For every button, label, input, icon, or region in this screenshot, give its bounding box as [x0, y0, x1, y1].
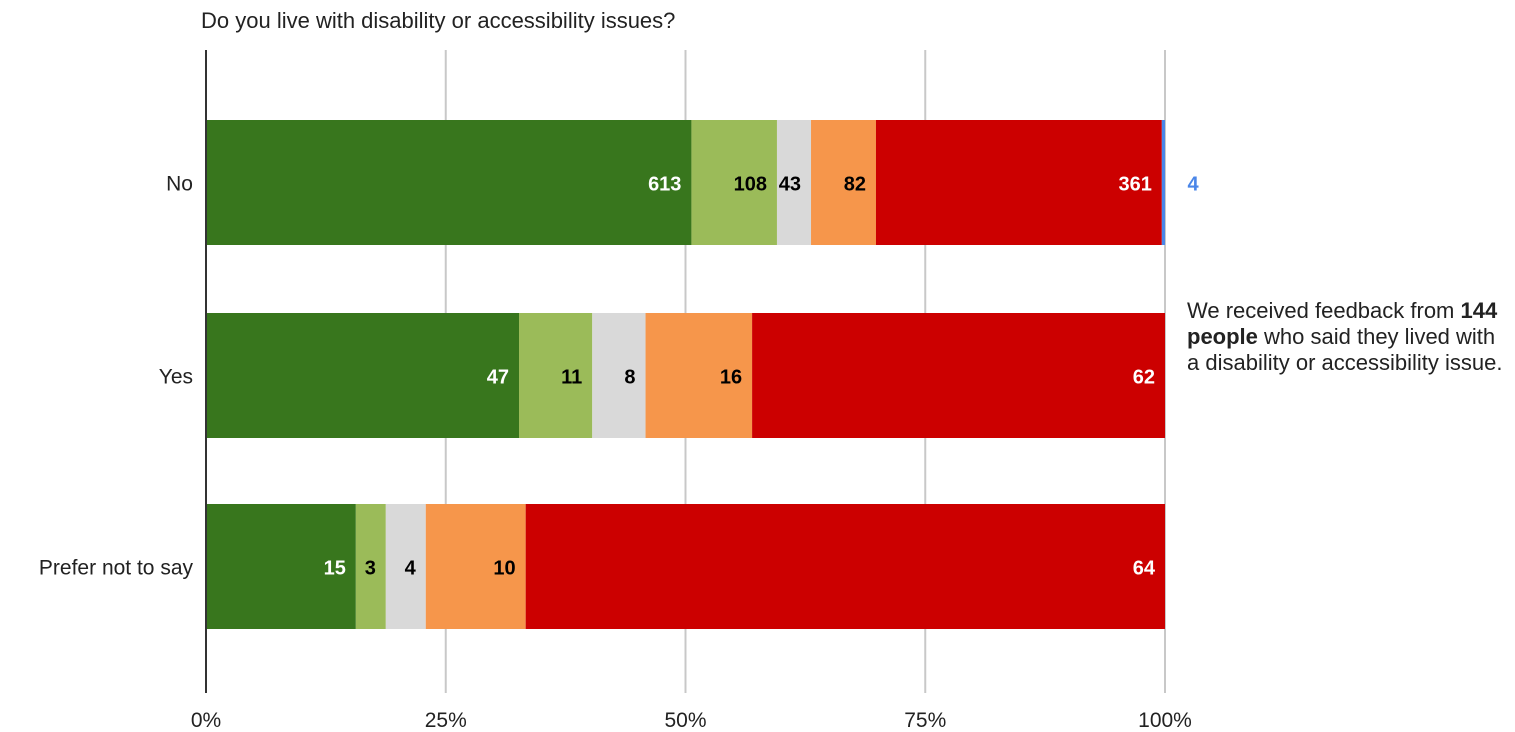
data-label: 4 [1187, 174, 1199, 196]
data-label: 64 [1133, 558, 1156, 580]
bar-segment [525, 504, 1165, 629]
data-label: 361 [1118, 174, 1151, 196]
bar-segment [206, 313, 520, 438]
data-label: 8 [624, 367, 635, 389]
data-label: 10 [493, 558, 515, 580]
category-label: No [166, 173, 193, 196]
x-tick-label: 100% [1138, 709, 1192, 732]
summary-prefix: We received feedback from [1187, 298, 1455, 323]
bar-segment [691, 120, 777, 245]
data-label: 4 [405, 558, 417, 580]
data-label: 43 [779, 174, 801, 196]
data-label: 47 [487, 367, 509, 389]
x-tick-label: 75% [904, 709, 946, 732]
bar-segment [776, 120, 812, 245]
bar-segment [592, 313, 646, 438]
data-label: 613 [648, 174, 681, 196]
chart-title: Do you live with disability or accessibi… [201, 8, 676, 33]
x-tick-label: 25% [425, 709, 467, 732]
bar-segment [385, 504, 426, 629]
bar-segment [811, 120, 876, 245]
bar-segment [752, 313, 1165, 438]
x-tick-label: 50% [664, 709, 706, 732]
bar-segment [645, 313, 753, 438]
summary-note: We received feedback from 144 people who… [1187, 298, 1512, 376]
bar-segment [875, 120, 1162, 245]
data-label: 16 [720, 367, 742, 389]
data-label: 11 [561, 367, 582, 389]
bar-segment [519, 313, 593, 438]
data-label: 108 [734, 174, 767, 196]
bar-segment [355, 504, 386, 629]
summary-emphasis: 144 people [1187, 298, 1498, 349]
x-tick-label: 0% [191, 709, 221, 732]
summary-suffix: who said they lived with a disability or… [1187, 324, 1503, 375]
data-label: 3 [365, 558, 376, 580]
data-label: 62 [1133, 367, 1155, 389]
data-label: 82 [844, 174, 866, 196]
bar-segment [206, 504, 356, 629]
bar-segment [206, 120, 692, 245]
category-label: Prefer not to say [39, 557, 194, 580]
bar-segment [1161, 120, 1165, 245]
data-label: 15 [324, 558, 346, 580]
category-label: Yes [159, 366, 193, 389]
bar-segment [425, 504, 526, 629]
